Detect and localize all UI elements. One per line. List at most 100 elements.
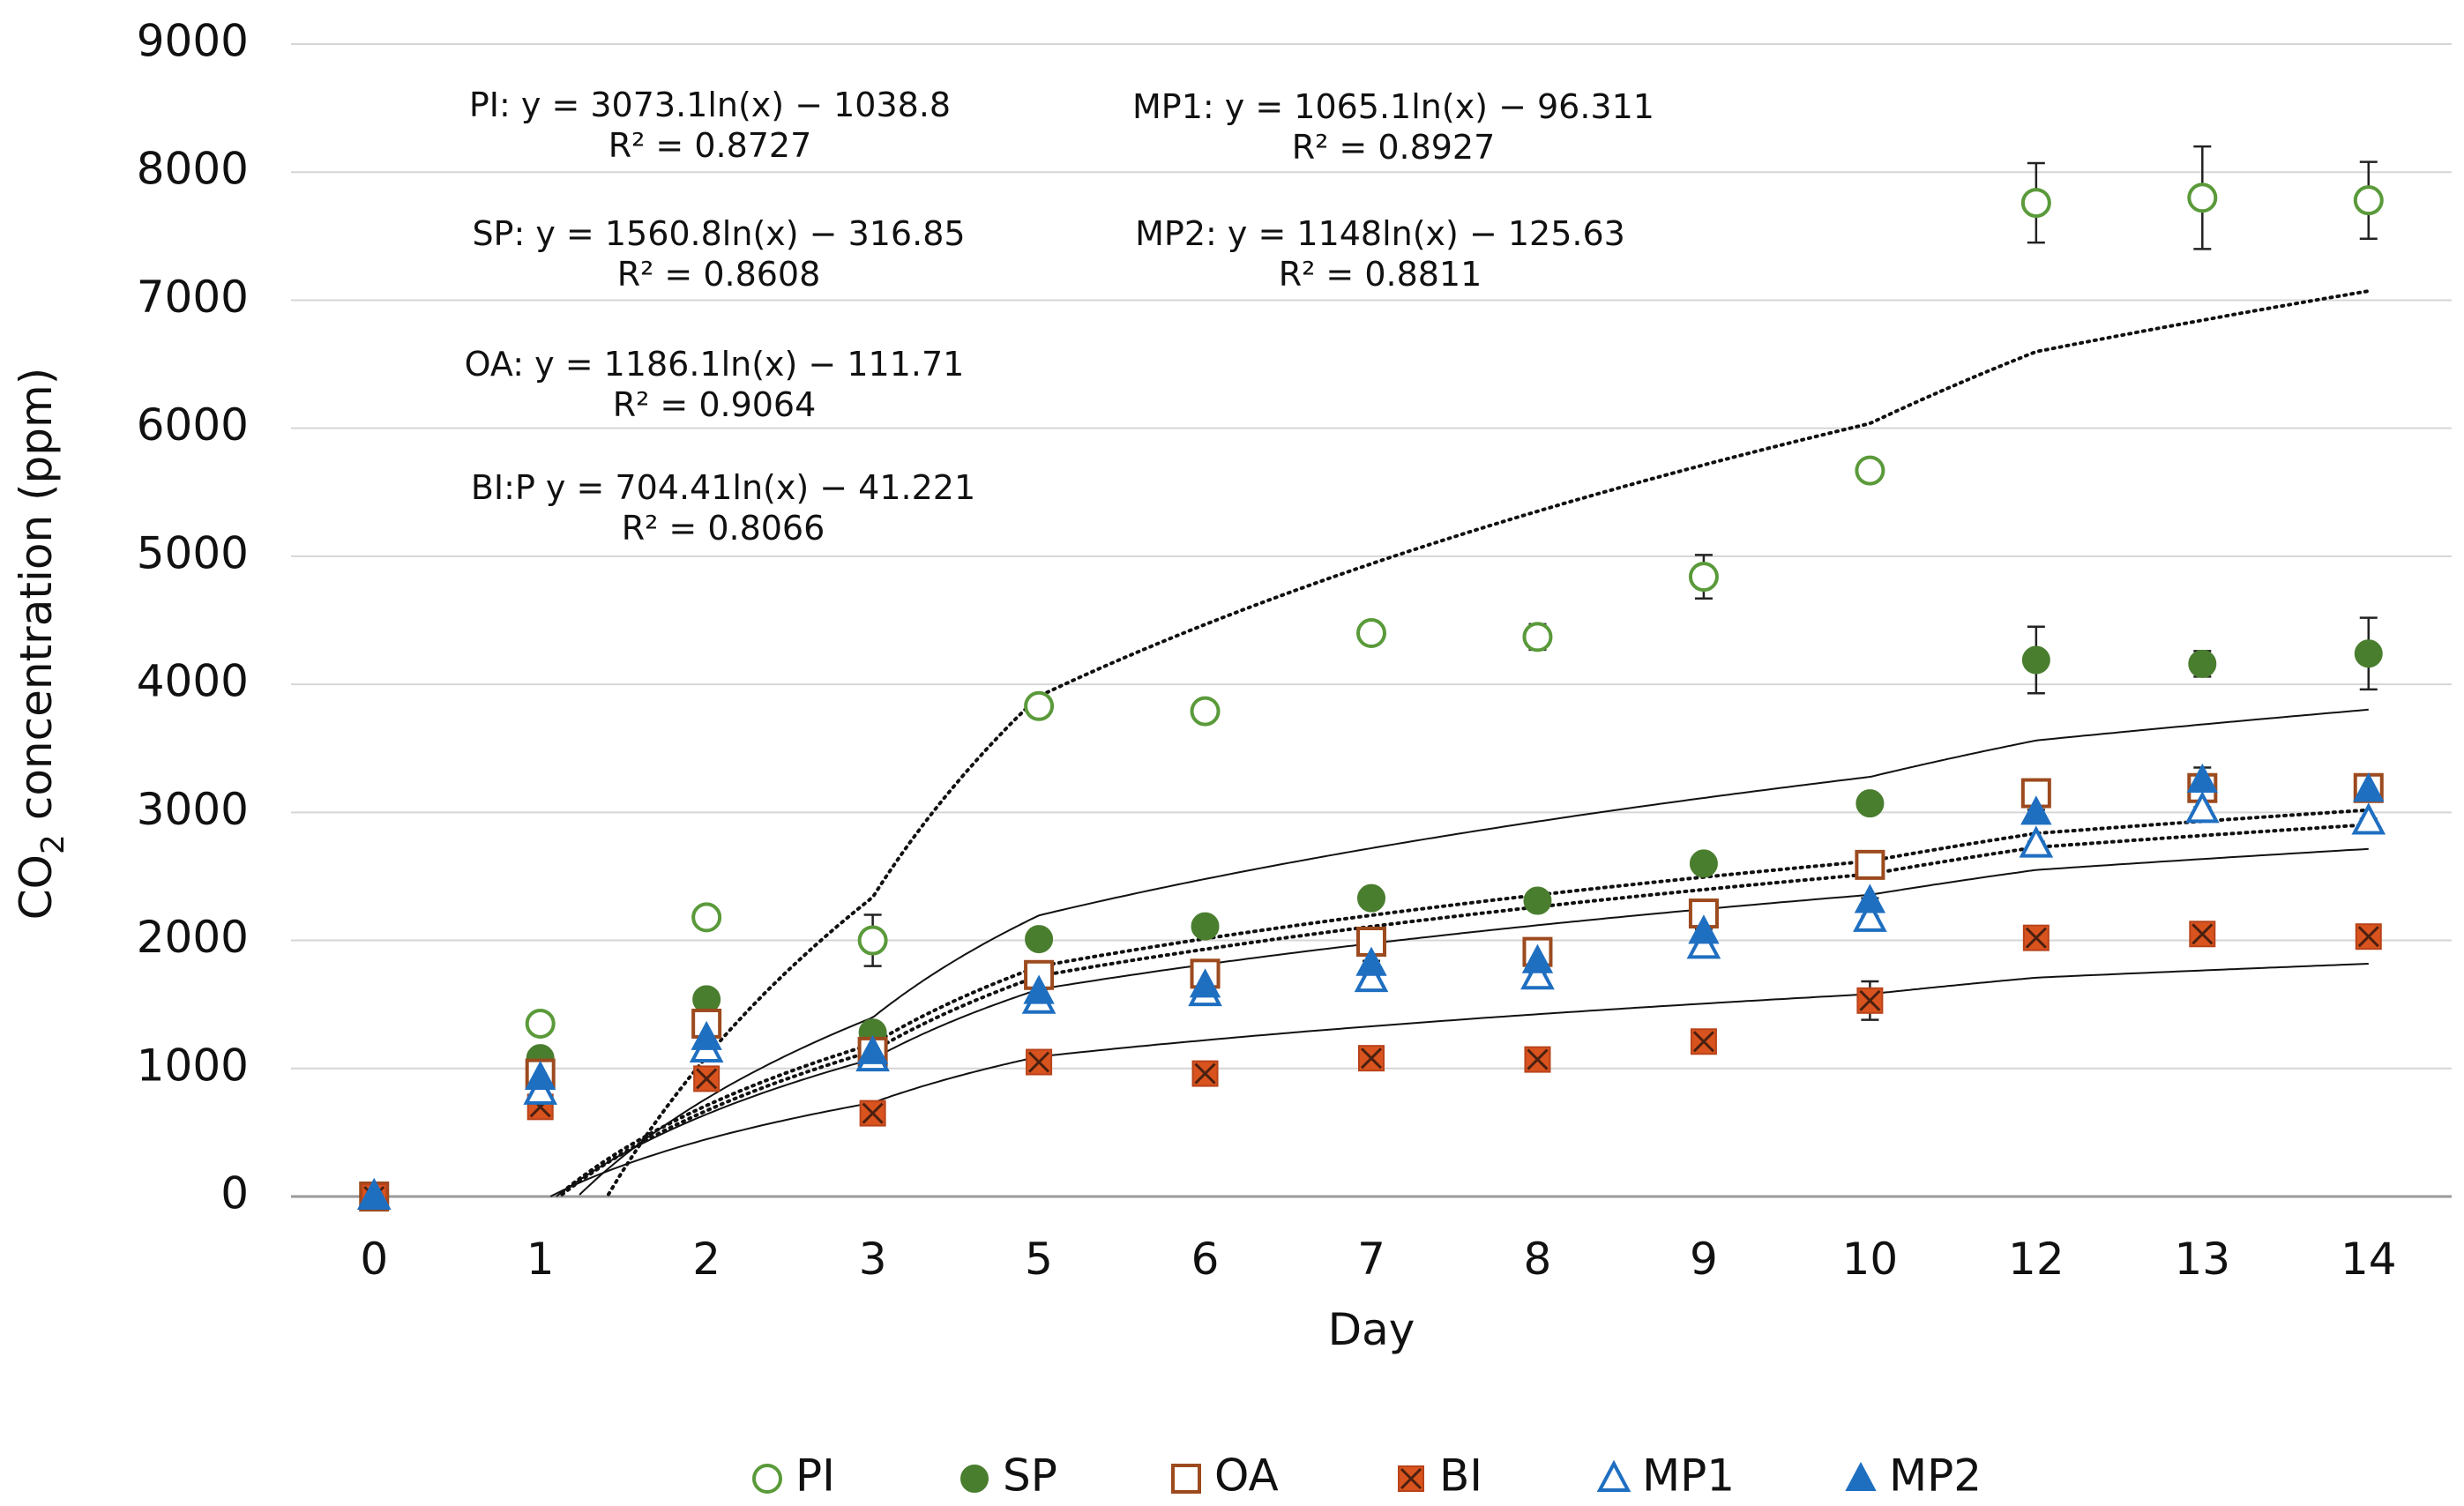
point-bi	[2022, 924, 2050, 951]
x-tick-label: 6	[1191, 1234, 1220, 1285]
r2-oa: R² = 0.9064	[613, 385, 817, 424]
point-bi	[2355, 923, 2382, 951]
point-pi	[1024, 690, 1055, 721]
point-mp2	[2353, 772, 2385, 802]
point-sp	[2354, 639, 2383, 668]
point-pi	[1855, 455, 1885, 486]
point-bi	[1690, 1028, 1717, 1055]
trendline-bi	[549, 963, 2369, 1197]
point-mp2	[691, 1020, 722, 1050]
legend-label: OA	[1214, 1450, 1279, 1502]
x-tick-label: 0	[360, 1234, 388, 1285]
point-sp	[2188, 649, 2217, 678]
x-tick-label: 7	[1357, 1234, 1385, 1285]
y-tick-label: 1000	[137, 1040, 249, 1091]
point-pi	[1522, 622, 1553, 652]
point-bi	[1524, 1046, 1551, 1073]
point-mp2	[2020, 795, 2052, 825]
x-tick-label: 3	[859, 1234, 887, 1285]
legend-label: SP	[1003, 1450, 1057, 1502]
x-tick-label: 9	[1690, 1234, 1718, 1285]
point-bi	[1856, 987, 1884, 1014]
point-pi	[691, 902, 722, 933]
point-mp1	[2019, 825, 2054, 858]
point-mp1	[2184, 791, 2220, 824]
point-pi	[1190, 696, 1221, 727]
equation-mp1: MP1: y = 1065.1ln(x) − 96.311	[1132, 87, 1654, 126]
x-tick-label: 5	[1025, 1234, 1053, 1285]
point-mp2	[1521, 943, 1554, 973]
legend-item-mp1: MP1	[1596, 1450, 1735, 1502]
point-sp	[1025, 925, 1054, 954]
point-mp1	[2351, 802, 2386, 835]
point-bi	[1026, 1048, 1053, 1076]
x-tick-label: 8	[1524, 1234, 1552, 1285]
point-mp1	[1354, 959, 1389, 993]
legend-item-mp2: MP2	[1845, 1450, 1982, 1502]
legend-label: PI	[795, 1450, 835, 1502]
point-mp2	[525, 1060, 556, 1090]
point-sp	[1855, 789, 1885, 818]
legend-label: BI	[1439, 1450, 1482, 1502]
point-mp1	[1853, 899, 1887, 932]
point-mp2	[2186, 763, 2218, 794]
legend-marker-oa	[1171, 1464, 1201, 1494]
point-pi	[2020, 188, 2051, 219]
x-tick-label: 12	[2008, 1234, 2065, 1285]
r2-mp1: R² = 0.8927	[1292, 128, 1496, 167]
point-pi	[525, 1008, 556, 1039]
r2-sp: R² = 0.8608	[617, 255, 821, 294]
point-pi	[857, 925, 888, 956]
gridlines	[291, 43, 2452, 1198]
point-bi	[2189, 921, 2216, 948]
equation-sp: SP: y = 1560.8ln(x) − 316.85	[472, 214, 965, 253]
x-tick-label: 14	[2341, 1234, 2397, 1285]
x-tick-label: 1	[526, 1234, 555, 1285]
point-mp2	[1854, 883, 1886, 913]
equation-bi: BI:P y = 704.41ln(x) − 41.221	[471, 468, 975, 507]
legend-marker-pi	[752, 1464, 782, 1494]
point-mp2	[1189, 968, 1221, 998]
point-sp	[1357, 883, 1385, 913]
r2-mp2: R² = 0.8811	[1279, 255, 1482, 294]
y-axis-ticks: 0 1000 2000 3000 4000 5000 6000 7000 8000 9000	[137, 16, 249, 1219]
legend-label: MP1	[1642, 1450, 1735, 1502]
point-mp2	[856, 1034, 889, 1064]
trendline-pi	[607, 289, 2371, 1197]
point-mp2	[1688, 914, 1720, 944]
y-tick-label: 2000	[137, 912, 249, 963]
trendline-mp2	[560, 823, 2371, 1197]
legend-item-bi: BI	[1398, 1450, 1482, 1502]
y-axis-title: CO2 concentration (ppm)	[11, 368, 71, 920]
legend-label: MP2	[1889, 1450, 1982, 1502]
point-pi	[1356, 618, 1386, 649]
equation-pi: PI: y = 3073.1ln(x) − 1038.8	[469, 86, 951, 124]
y-tick-label: 9000	[137, 16, 249, 67]
trendline-equations: PI: y = 3073.1ln(x) − 1038.8 R² = 0.8727…	[465, 86, 1654, 548]
point-sp	[1191, 912, 1220, 941]
point-bi	[1191, 1060, 1219, 1087]
x-tick-label: 13	[2174, 1234, 2230, 1285]
point-bi	[1358, 1045, 1385, 1072]
point-pi	[2187, 183, 2218, 213]
point-mp2	[1355, 946, 1387, 976]
point-mp2	[358, 1179, 390, 1209]
trendline-mp1	[556, 847, 2369, 1197]
point-sp	[1523, 886, 1552, 915]
point-oa	[1855, 849, 1885, 880]
y-tick-label: 5000	[137, 527, 249, 578]
equation-mp2: MP2: y = 1148ln(x) − 125.63	[1135, 214, 1625, 253]
x-tick-label: 2	[692, 1234, 721, 1285]
equation-oa: OA: y = 1186.1ln(x) − 111.71	[465, 345, 965, 384]
point-pi	[2353, 185, 2384, 216]
x-axis-ticks: 0 1 2 3 5 6 7 8 9 10 12 13 14	[360, 1234, 2396, 1285]
legend-item-oa: OA	[1171, 1450, 1279, 1502]
legend-marker-mp2	[1845, 1461, 1877, 1491]
point-mp2	[1023, 974, 1055, 1004]
y-tick-label: 0	[220, 1168, 249, 1219]
y-tick-label: 8000	[137, 144, 249, 195]
y-tick-label: 3000	[137, 784, 249, 835]
r2-pi: R² = 0.8727	[609, 126, 812, 165]
point-sp	[2021, 645, 2050, 675]
